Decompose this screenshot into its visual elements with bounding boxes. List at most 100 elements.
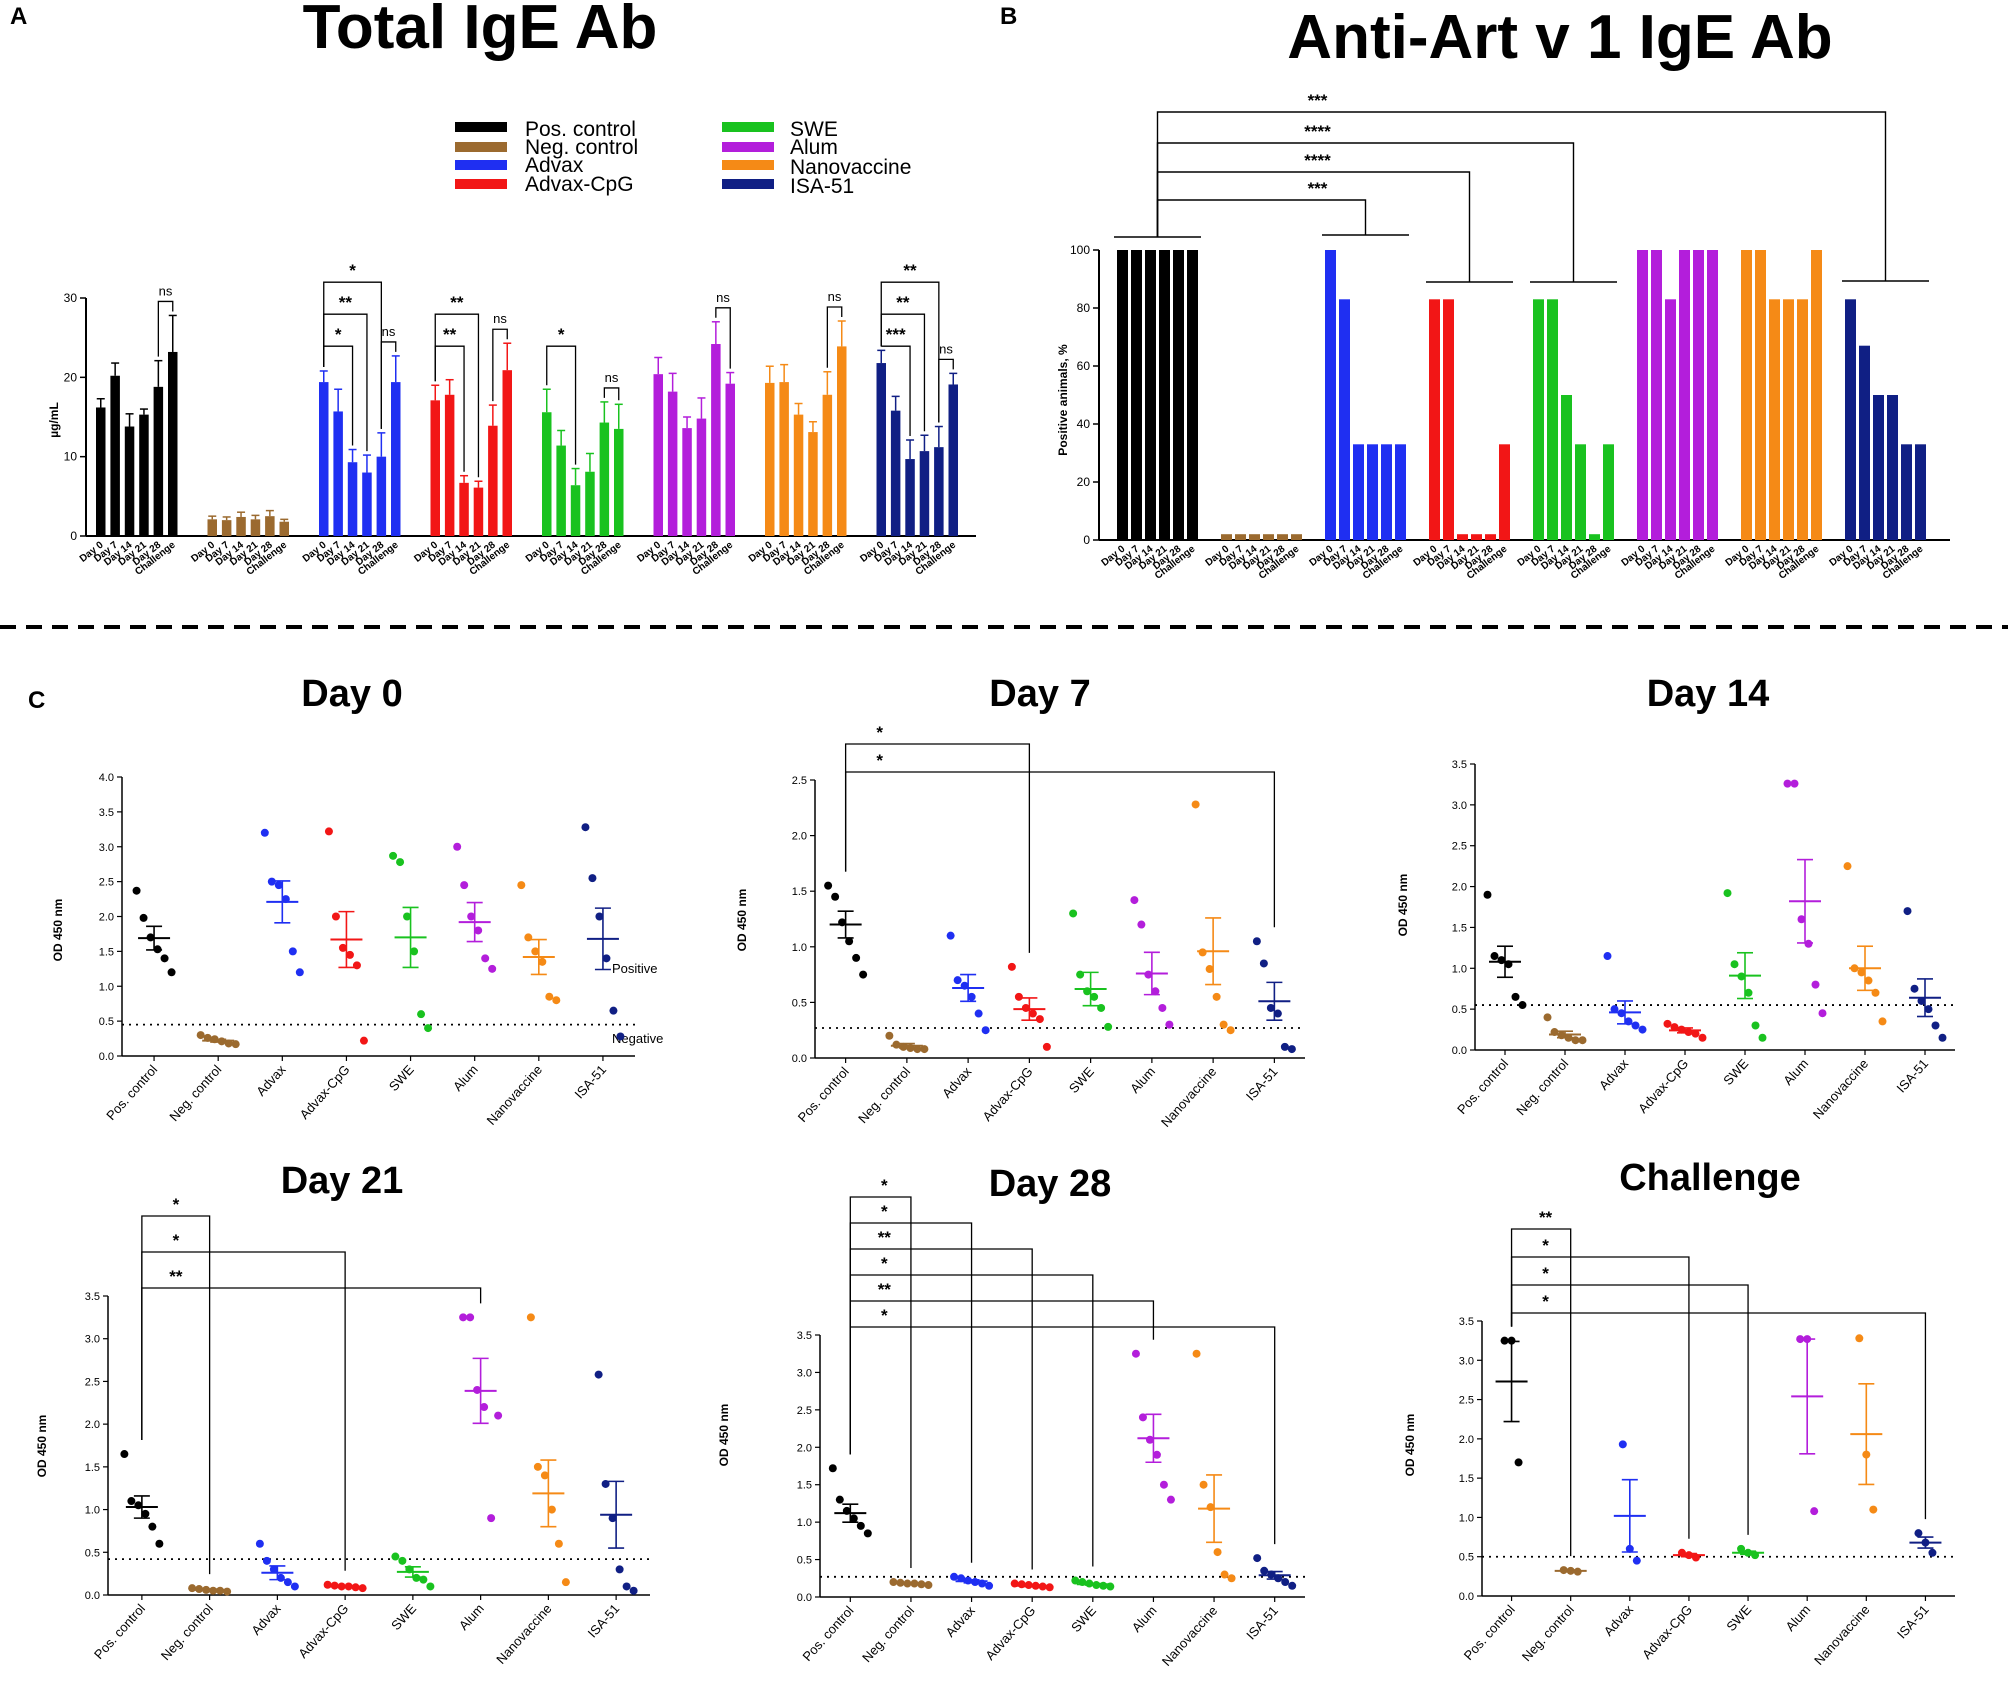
scatter-day7-point-advax-cpg	[1028, 1009, 1037, 1018]
panelA-y-tick-label: 20	[64, 370, 78, 384]
panelA-bar-pos-control-day-7	[110, 375, 120, 536]
scatter-day21-y-tick-label: 0.0	[85, 1590, 100, 1602]
scatter-challenge-point-nanovaccine	[1855, 1334, 1864, 1343]
scatter-day0-point-alum	[453, 842, 462, 851]
scatter-day21-point-pos-control	[155, 1539, 164, 1548]
scatter-day7-title: Day 7	[989, 673, 1090, 715]
panelB-bar-advax-cpg-day-14	[1457, 534, 1468, 540]
scatter-day0-point-advax	[274, 881, 283, 890]
panelB-bar-pos-control-challenge	[1187, 250, 1198, 540]
scatter-day7-y-tick-label: 2.5	[792, 775, 807, 787]
scatter-day0-point-alum	[460, 881, 469, 890]
scatter-challenge-point-advax	[1632, 1556, 1641, 1565]
scatter-day7-point-advax	[974, 1009, 983, 1018]
scatter-day21-sig-bracket-alum	[141, 1287, 482, 1441]
scatter-challenge-y-tick-label: 0.5	[1459, 1552, 1474, 1564]
panelB-bar-isa-51-challenge	[1915, 444, 1926, 540]
scatter-challenge-point-pos-control	[1514, 1458, 1523, 1467]
scatter-day7-point-nanovaccine	[1226, 1026, 1235, 1035]
scatter-day7-point-advax-cpg	[1014, 992, 1023, 1001]
panelA-bar-isa-51-challenge	[948, 384, 958, 536]
scatter-day21-point-alum	[466, 1313, 475, 1322]
scatter-day7-sig-bracket-isa-51-label: *	[876, 751, 883, 770]
legend-swatch-advax-cpg	[455, 179, 507, 189]
scatter-day28-y-axis-title: OD 450 nm	[717, 1404, 731, 1467]
panelA-bar-swe-day-0	[542, 412, 552, 536]
panelB-bar-nanovaccine-challenge	[1811, 250, 1822, 540]
scatter-day21-point-pos-control	[120, 1450, 129, 1459]
positive-label: Positive	[612, 961, 658, 976]
panelA-bar-swe-challenge	[614, 428, 624, 536]
scatter-day0-point-pos-control	[160, 954, 169, 963]
panel-a-sig-bracket-advax	[380, 341, 397, 429]
scatter-day14-point-advax-cpg	[1698, 1033, 1707, 1042]
scatter-day28-sig-bracket-advax-cpg-label: **	[878, 1228, 892, 1247]
scatter-day21-point-pos-control	[141, 1509, 150, 1518]
panelB-bar-advax-cpg-day-21	[1471, 534, 1482, 540]
panelA-bar-advax-cpg-day-0	[430, 400, 440, 536]
scatter-day7-x-tick-label: Advax-CpG	[979, 1064, 1035, 1124]
scatter-day21-point-isa-51	[601, 1479, 610, 1488]
scatter-day14: Day 14 OD 450 nm 0.0 0.5 1.0 1.5 2.0 2.5 3.0 3.…	[1396, 673, 1955, 1122]
panelB-bar-advax-cpg-day-28	[1485, 534, 1496, 540]
scatter-day0-x-tick-label: Pos. control	[103, 1062, 160, 1123]
panelA-bar-pos-control-day-14	[124, 426, 135, 536]
panelA-bar-isa-51-day-14	[905, 459, 915, 536]
scatter-day14-point-neg-control	[1578, 1036, 1587, 1045]
panel-a-sig-bracket-nanovaccine	[826, 306, 843, 368]
scatter-day7-sig-bracket-isa-51	[844, 771, 1276, 928]
scatter-day28-point-isa-51	[1281, 1578, 1290, 1587]
scatter-day21-y-tick-label: 2.5	[85, 1376, 100, 1388]
panel-b-y-axis-title: Positive animals, %	[1056, 344, 1070, 456]
legend-swatch-advax	[455, 160, 507, 170]
scatter-day21-point-nanovaccine	[533, 1462, 542, 1471]
panel-a-sig-bracket-isa-51-label: ns	[939, 341, 953, 356]
legend-label-pos: Pos. control	[525, 118, 636, 141]
scatter-challenge-sig-bracket-neg-control-label: **	[1539, 1208, 1553, 1227]
legend-swatch-pos	[455, 122, 507, 132]
panelB-bar-isa-51-day-28	[1901, 444, 1912, 540]
legend-swatch-isa	[722, 179, 774, 189]
scatter-day28-title: Day 28	[989, 1163, 1112, 1205]
panelB-bar-nanovaccine-day-7	[1755, 250, 1766, 540]
scatter-day7-point-swe	[1097, 1003, 1106, 1012]
scatter-day0-point-isa-51	[602, 954, 611, 963]
scatter-challenge-x-tick-label: ISA-51	[1894, 1602, 1932, 1642]
scatter-day21-point-isa-51	[615, 1565, 624, 1574]
scatter-day21-sig-bracket-neg-control-label: *	[173, 1195, 180, 1214]
scatter-day0-title: Day 0	[301, 673, 402, 715]
panel-a-sig-bracket-alum	[715, 307, 731, 369]
scatter-day28: Day 28 OD 450 nm 0.0 0.5 1.0 1.5 2.0 2.5 3.0 3.…	[717, 1163, 1305, 1669]
scatter-challenge-x-tick-label: Alum	[1782, 1602, 1813, 1634]
panel-a-sig-bracket-advax-cpg-label: **	[443, 325, 457, 344]
scatter-day0-y-tick-label: 3.5	[99, 807, 114, 819]
scatter-day14-y-tick-label: 1.5	[1452, 922, 1467, 934]
panelA-y-tick-label: 0	[70, 529, 77, 543]
scatter-day21-point-alum	[480, 1403, 489, 1412]
scatter-day7-point-isa-51	[1287, 1045, 1296, 1054]
scatter-day7-x-tick-label: Alum	[1127, 1064, 1158, 1096]
scatter-day21-point-isa-51	[629, 1586, 638, 1595]
scatter-challenge-x-tick-label: Neg. control	[1519, 1602, 1577, 1664]
scatter-challenge-x-tick-label: Advax-CpG	[1639, 1602, 1695, 1662]
panelA-bar-alum-day-28	[711, 344, 721, 536]
scatter-day7-x-tick-label: Neg. control	[855, 1064, 913, 1126]
panelA-bar-pos-control-day-0	[96, 407, 106, 536]
scatter-day7-point-alum	[1151, 987, 1160, 996]
scatter-day14-y-tick-label: 3.5	[1452, 759, 1467, 771]
panelB-y-tick-label: 40	[1077, 417, 1091, 431]
scatter-day14-point-isa-51	[1938, 1033, 1947, 1042]
panelB-bar-advax-day-28	[1381, 444, 1392, 540]
panel-a-sig-bracket-pos-control	[157, 300, 174, 357]
scatter-day28-sig-bracket-isa-51-label: *	[881, 1306, 888, 1325]
scatter-day7-point-pos-control	[831, 892, 840, 901]
panelB-bar-neg-control-day-7	[1235, 534, 1246, 540]
panel-a-sig-bracket-advax	[323, 313, 368, 452]
scatter-day7-x-tick-label: Advax	[939, 1064, 975, 1101]
legend-label-isa: ISA-51	[790, 175, 854, 198]
panelA-bar-advax-cpg-day-14	[459, 482, 469, 536]
scatter-day14-point-nanovaccine	[1857, 968, 1866, 977]
panelB-bar-isa-51-day-14	[1873, 395, 1884, 540]
legend: Pos. control Neg. control Advax Advax-Cp…	[455, 118, 911, 198]
panelB-bar-pos-control-day-28	[1173, 250, 1184, 540]
